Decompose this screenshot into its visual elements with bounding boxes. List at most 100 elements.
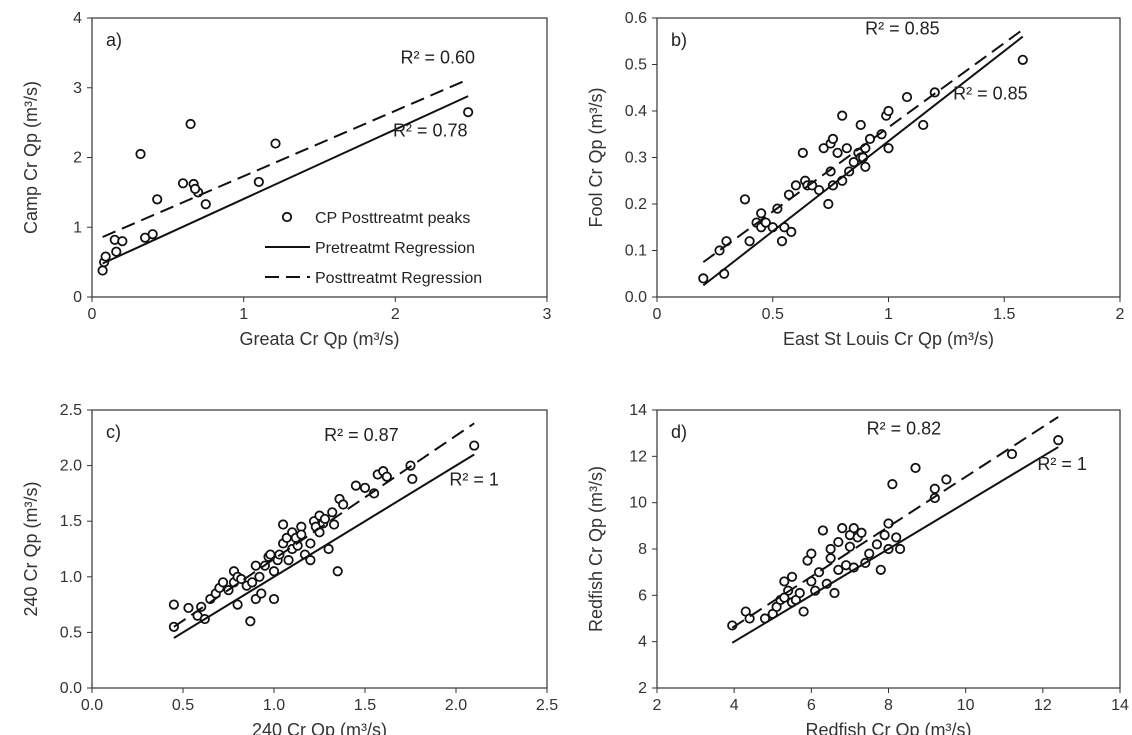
y-tick-label: 4	[73, 10, 82, 27]
pretreatment-regression-line	[173, 453, 475, 639]
plot-frame	[656, 17, 1121, 298]
data-point	[837, 523, 848, 534]
data-point	[744, 613, 755, 624]
pretreatment-regression-line	[702, 35, 1024, 287]
data-point	[883, 143, 894, 154]
y-tick-label: 2	[638, 680, 647, 697]
data-point	[152, 194, 163, 205]
x-tick-label: 8	[884, 697, 893, 714]
y-tick-label: 8	[638, 541, 647, 558]
data-point	[786, 571, 798, 582]
x-tick-label: 6	[807, 697, 816, 714]
data-point	[407, 473, 418, 485]
data-point	[97, 265, 108, 276]
x-tick-label: 0.5	[172, 697, 194, 714]
y-tick-label: 1	[73, 219, 82, 236]
legend-entry: Posttreatmt Regression	[315, 270, 482, 287]
data-point	[253, 176, 264, 188]
data-point	[779, 576, 790, 587]
y-tick-label: 0.5	[60, 624, 82, 641]
legend-entry: Pretreatmt Regression	[315, 240, 475, 257]
x-tick-label: 0	[653, 306, 662, 323]
data-point	[823, 198, 834, 210]
data-point	[183, 602, 194, 614]
x-tick-label: 2	[391, 306, 400, 323]
x-tick-label: 2.5	[536, 697, 558, 714]
x-tick-label: 2	[653, 697, 662, 714]
x-tick-label: 14	[1111, 697, 1129, 714]
data-point	[463, 107, 474, 118]
data-point	[855, 119, 866, 131]
data-point	[891, 532, 902, 543]
data-point	[760, 217, 771, 228]
data-point	[817, 525, 829, 536]
data-point	[744, 236, 755, 247]
y-tick-label: 10	[629, 495, 647, 512]
data-point	[790, 180, 802, 191]
data-point	[887, 479, 898, 490]
pretreatment-regression-line	[731, 446, 1059, 644]
data-point	[739, 194, 751, 205]
x-tick-label: 12	[1034, 697, 1052, 714]
chart-panel-1: 0 1 2 3 0 1 2 3 4 Greata Cr Qp (m³/s) Camp Cr Qp (…	[21, 10, 552, 349]
legend-marker-points	[281, 211, 293, 223]
data-point	[319, 513, 331, 525]
x-tick-label: 4	[730, 697, 739, 714]
data-point	[232, 599, 243, 610]
data-point	[827, 133, 839, 144]
r-squared-label: R² = 0.85	[953, 83, 1028, 103]
data-point	[327, 507, 338, 518]
data-point	[305, 555, 316, 566]
y-tick-label: 2.5	[60, 402, 82, 419]
x-tick-label: 10	[957, 697, 975, 714]
data-point	[832, 147, 843, 158]
data-point	[825, 543, 836, 555]
data-point	[177, 178, 189, 189]
data-point	[469, 440, 480, 451]
data-point	[883, 105, 894, 117]
data-point	[245, 616, 256, 627]
data-point	[247, 577, 258, 588]
panel-label: d)	[671, 422, 687, 442]
data-point	[833, 564, 844, 575]
x-tick-label: 1.5	[354, 697, 376, 714]
data-point	[100, 251, 111, 262]
y-axis-label: 240 Cr Qp (m³/s)	[21, 481, 41, 616]
posttreatment-regression-line	[702, 28, 1024, 263]
data-point	[794, 587, 805, 599]
data-point	[338, 499, 349, 510]
r-squared-label: R² = 0.85	[865, 18, 940, 38]
data-point	[841, 143, 852, 154]
data-point	[860, 161, 871, 172]
r-squared-label: R² = 0.82	[867, 418, 942, 438]
data-point	[111, 246, 122, 257]
panel-label: a)	[106, 30, 122, 50]
data-point	[829, 587, 840, 599]
r-squared-label: R² = 0.78	[393, 121, 468, 141]
data-point	[910, 462, 921, 474]
data-point	[305, 538, 316, 549]
data-point	[250, 560, 261, 571]
r-squared-label: R² = 1	[1037, 454, 1087, 474]
chart-panel-2: 0 0.5 1 1.5 2 0.0 0.1 0.2 0.3 0.4 0.5 0.6 East St Lo…	[586, 10, 1125, 349]
data-point	[806, 548, 817, 559]
x-tick-label: 2.0	[445, 697, 467, 714]
data-point	[883, 518, 894, 529]
data-point	[818, 143, 829, 154]
data-point	[332, 566, 343, 577]
chart-panel-4: 2 4 6 8 10 12 14 2 4 6 8 10 12 14 Redfish Cr Qp (m³/s)…	[586, 402, 1129, 735]
data-point	[359, 482, 371, 493]
data-point	[756, 208, 767, 219]
data-point	[296, 529, 307, 540]
r-squared-label: R² = 0.87	[324, 425, 399, 445]
r-squared-label: R² = 0.60	[401, 47, 476, 67]
data-point	[147, 229, 158, 240]
data-point	[1053, 435, 1064, 446]
r-squared-label: R² = 1	[449, 470, 499, 490]
data-point	[135, 148, 146, 160]
data-point	[871, 539, 883, 550]
data-point	[856, 527, 867, 538]
x-tick-label: 2	[1116, 306, 1125, 323]
data-point	[117, 236, 128, 247]
